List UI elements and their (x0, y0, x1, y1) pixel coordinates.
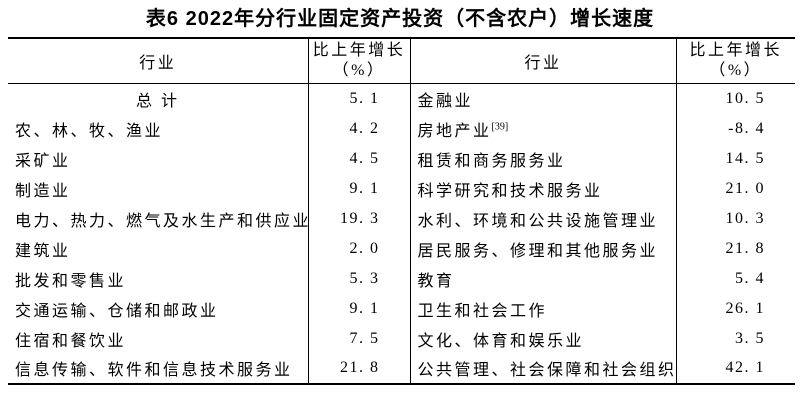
footnote-ref: [39] (491, 121, 509, 133)
growth-header-line2: （%） (709, 62, 763, 79)
value-cell-right: 10. 3 (725, 209, 765, 227)
industry-name: 房地产业 (417, 122, 492, 140)
value-cell-right: 14. 5 (725, 149, 765, 167)
value-cell-left: 9. 1 (308, 173, 411, 204)
table-row: 住宿和餐饮业 7. 5 文化、体育和娱乐业 3. 5 (8, 323, 795, 354)
table-row: 采矿业 4. 5 租赁和商务服务业 14. 5 (8, 143, 795, 174)
table-row: 建筑业 2. 0 居民服务、修理和其他服务业 21. 8 (8, 233, 795, 264)
column-header-industry-left: 行业 (8, 38, 309, 84)
header-row: 行业 比上年增长 （%） 行业 比上年增长 （%） (8, 38, 795, 84)
value-cell-right: -8. 4 (728, 119, 765, 137)
industry-growth-table: 行业 比上年增长 （%） 行业 比上年增长 （%） 总 计 5. 1 金融业 1… (8, 37, 795, 385)
industry-cell-right: 房地产业[39] (410, 113, 677, 144)
value-cell-left: 21. 8 (308, 353, 411, 384)
industry-cell-left: 交通运输、仓储和邮政业 (8, 293, 309, 324)
industry-cell-right: 居民服务、修理和其他服务业 (410, 233, 677, 264)
value-cell-right: 21. 8 (725, 239, 765, 257)
value-cell-left: 4. 5 (308, 143, 411, 174)
table-row: 农、林、牧、渔业 4. 2 房地产业[39] -8. 4 (8, 113, 795, 144)
table-row: 批发和零售业 5. 3 教育 5. 4 (8, 263, 795, 294)
column-header-industry-right: 行业 (410, 38, 677, 84)
value-cell-left: 5. 1 (308, 83, 411, 114)
industry-cell-left: 建筑业 (8, 233, 309, 264)
value-cell-right: 3. 5 (735, 329, 765, 347)
industry-cell-left: 总 计 (8, 83, 309, 114)
industry-cell-left: 住宿和餐饮业 (8, 323, 309, 354)
industry-cell-left: 农、林、牧、渔业 (8, 113, 309, 144)
industry-cell-right: 教育 (410, 263, 677, 294)
table-row: 电力、热力、燃气及水生产和供应业 19. 3 水利、环境和公共设施管理业 10.… (8, 203, 795, 234)
value-cell-right: 10. 5 (725, 89, 765, 107)
value-cell-left: 5. 3 (308, 263, 411, 294)
industry-cell-left: 电力、热力、燃气及水生产和供应业 (8, 203, 309, 234)
industry-cell-right: 公共管理、社会保障和社会组织 (410, 353, 677, 384)
value-cell-right: 42. 1 (725, 359, 765, 376)
industry-cell-right: 科学研究和技术服务业 (410, 173, 677, 204)
industry-cell-right: 租赁和商务服务业 (410, 143, 677, 174)
industry-cell-right: 卫生和社会工作 (410, 293, 677, 324)
table-row: 信息传输、软件和信息技术服务业 21. 8 公共管理、社会保障和社会组织 42.… (8, 353, 795, 384)
value-cell-left: 2. 0 (308, 233, 411, 264)
industry-cell-left: 采矿业 (8, 143, 309, 174)
column-header-growth-left: 比上年增长 （%） (308, 38, 411, 84)
industry-cell-right: 水利、环境和公共设施管理业 (410, 203, 677, 234)
value-cell-left: 9. 1 (308, 293, 411, 324)
value-cell-left: 7. 5 (308, 323, 411, 354)
column-header-growth-right: 比上年增长 （%） (676, 38, 795, 84)
table-title: 表6 2022年分行业固定资产投资（不含农户）增长速度 (145, 8, 655, 30)
table-row: 总 计 5. 1 金融业 10. 5 (8, 83, 795, 114)
industry-cell-right: 金融业 (410, 83, 677, 114)
growth-header-line2: （%） (332, 62, 386, 79)
table-row: 制造业 9. 1 科学研究和技术服务业 21. 0 (8, 173, 795, 204)
table-row: 交通运输、仓储和邮政业 9. 1 卫生和社会工作 26. 1 (8, 293, 795, 324)
industry-cell-left: 信息传输、软件和信息技术服务业 (8, 353, 309, 384)
value-cell-right: 26. 1 (725, 299, 765, 317)
value-cell-right: 21. 0 (725, 179, 765, 197)
growth-header-line1: 比上年增长 (312, 42, 406, 59)
value-cell-left: 4. 2 (308, 113, 411, 144)
industry-cell-left: 制造业 (8, 173, 309, 204)
industry-cell-right: 文化、体育和娱乐业 (410, 323, 677, 354)
value-cell-right: 5. 4 (735, 269, 765, 287)
value-cell-left: 19. 3 (308, 203, 411, 234)
growth-header-line1: 比上年增长 (689, 42, 782, 59)
industry-cell-left: 批发和零售业 (8, 263, 309, 294)
